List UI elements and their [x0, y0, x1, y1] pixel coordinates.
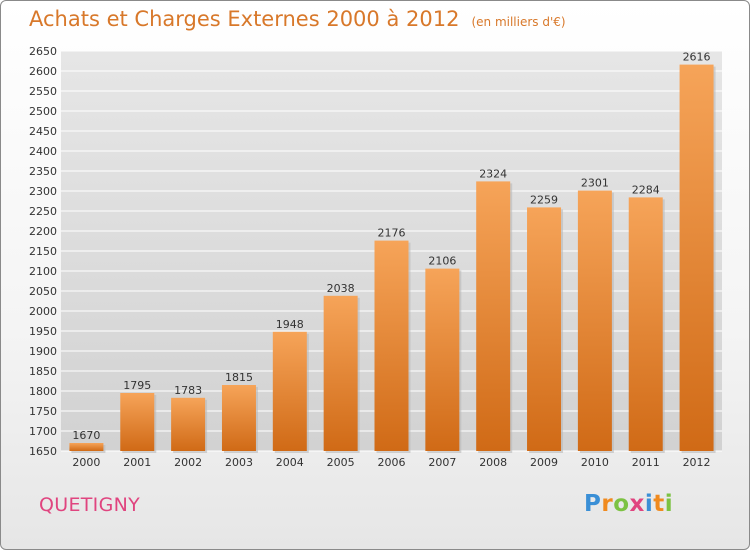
- x-tick-label: 2003: [225, 456, 253, 469]
- value-label: 2284: [632, 183, 660, 196]
- bar-2005: [323, 295, 358, 451]
- bar-2012: [679, 64, 714, 451]
- y-tick-label: 1650: [29, 445, 57, 458]
- y-tick-label: 2350: [29, 165, 57, 178]
- y-tick-label: 2500: [29, 105, 57, 118]
- y-tick-label: 2250: [29, 205, 57, 218]
- x-tick-label: 2000: [72, 456, 100, 469]
- y-tick-label: 1950: [29, 325, 57, 338]
- value-label: 1670: [72, 429, 100, 442]
- chart-subtitle: (en milliers d'€): [471, 15, 566, 29]
- x-tick-label: 2007: [428, 456, 456, 469]
- value-label: 2616: [683, 51, 711, 64]
- y-tick-label: 1700: [29, 425, 57, 438]
- logo-letter: P: [584, 491, 602, 517]
- logo-letter: i: [664, 491, 674, 517]
- x-tick-label: 2001: [123, 456, 151, 469]
- x-tick-label: 2010: [581, 456, 609, 469]
- y-tick-label: 1750: [29, 405, 57, 418]
- x-tick-label: 2011: [632, 456, 660, 469]
- y-tick-label: 2200: [29, 225, 57, 238]
- y-tick-label: 2450: [29, 125, 57, 138]
- y-tick-label: 1900: [29, 345, 57, 358]
- y-tick-label: 2000: [29, 305, 57, 318]
- logo-letter: r: [601, 491, 614, 517]
- y-tick-label: 2600: [29, 65, 57, 78]
- value-label: 2038: [327, 282, 355, 295]
- x-tick-label: 2004: [276, 456, 304, 469]
- chart-title: Achats et Charges Externes 2000 à 2012: [29, 7, 460, 31]
- bar-2003: [221, 385, 256, 451]
- value-label: 1783: [174, 384, 202, 397]
- y-tick-label: 2150: [29, 245, 57, 258]
- title-row: Achats et Charges Externes 2000 à 2012 (e…: [29, 7, 566, 31]
- logo-letter: o: [613, 491, 630, 517]
- x-tick-label: 2008: [479, 456, 507, 469]
- x-tick-label: 2012: [683, 456, 711, 469]
- value-label: 1815: [225, 371, 253, 384]
- y-tick-label: 2400: [29, 145, 57, 158]
- bar-2007: [425, 268, 460, 451]
- bar-2002: [171, 397, 206, 451]
- bar-2010: [577, 190, 612, 451]
- x-tick-label: 2005: [327, 456, 355, 469]
- bar-2011: [628, 197, 663, 451]
- y-tick-label: 1800: [29, 385, 57, 398]
- x-tick-label: 2009: [530, 456, 558, 469]
- logo-letter: i: [644, 491, 654, 517]
- x-tick-label: 2002: [174, 456, 202, 469]
- y-tick-label: 2050: [29, 285, 57, 298]
- value-label: 2106: [428, 255, 456, 268]
- bar-2001: [120, 393, 155, 451]
- bar-2004: [272, 331, 307, 451]
- commune-name: QUETIGNY: [39, 494, 141, 516]
- logo-letter: t: [653, 491, 665, 517]
- value-label: 2176: [378, 227, 406, 240]
- value-label: 1948: [276, 318, 304, 331]
- bar-2000: [69, 443, 104, 451]
- value-label: 2259: [530, 193, 558, 206]
- y-tick-label: 2650: [29, 45, 57, 58]
- proxiti-logo: Proxiti: [584, 491, 673, 517]
- y-tick-label: 2100: [29, 265, 57, 278]
- bar-2008: [476, 181, 511, 451]
- y-tick-label: 2300: [29, 185, 57, 198]
- y-tick-label: 1850: [29, 365, 57, 378]
- y-tick-label: 2550: [29, 85, 57, 98]
- bar-2009: [527, 207, 562, 451]
- value-label: 2324: [479, 167, 507, 180]
- value-label: 1795: [123, 379, 151, 392]
- logo-letter: x: [629, 491, 645, 517]
- bar-2006: [374, 240, 409, 451]
- x-tick-label: 2006: [378, 456, 406, 469]
- value-label: 2301: [581, 177, 609, 190]
